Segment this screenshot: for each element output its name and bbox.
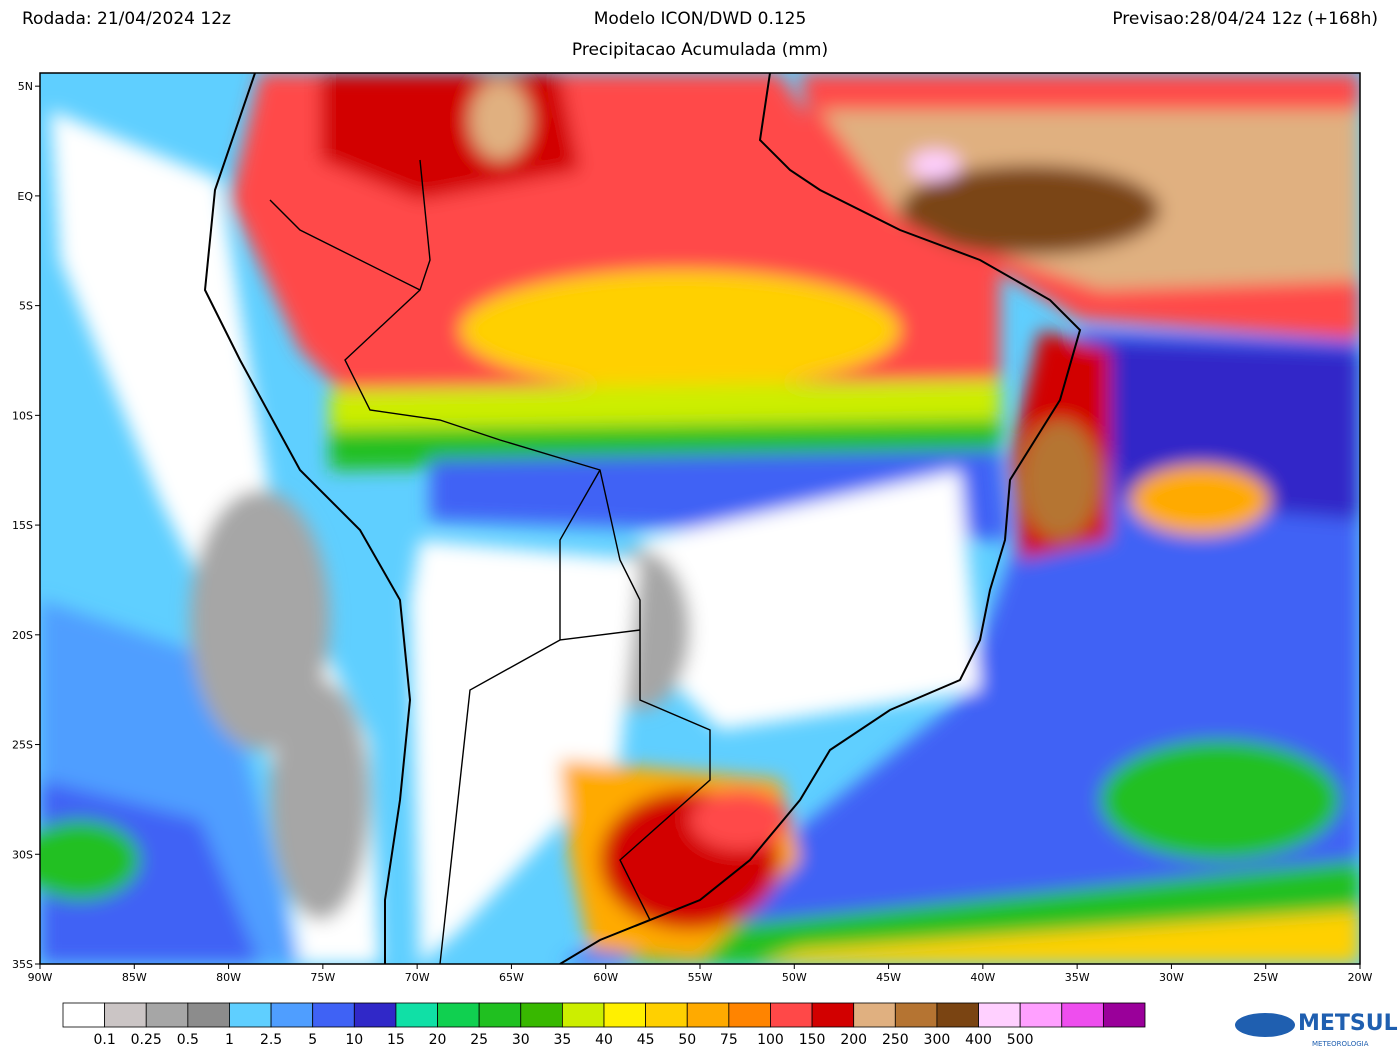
logo-name: METSUL bbox=[1298, 1011, 1398, 1036]
lon-tick-label: 35W bbox=[1065, 971, 1090, 984]
legend-swatch bbox=[187, 1002, 230, 1028]
lon-tick-label: 60W bbox=[593, 971, 618, 984]
logo: METSUL METEOROLOGIA bbox=[1235, 1011, 1398, 1048]
lat-tick-label: EQ bbox=[17, 190, 33, 203]
legend-label: 0.5 bbox=[177, 1032, 199, 1048]
legend-swatch bbox=[1019, 1002, 1063, 1028]
legend-label: 35 bbox=[553, 1032, 571, 1048]
legend-swatch bbox=[1061, 1002, 1104, 1028]
lat-tick-label: 30S bbox=[12, 848, 33, 861]
legend-label: 5 bbox=[308, 1032, 317, 1048]
legend-swatch bbox=[104, 1002, 147, 1028]
subtitle: Precipitacao Acumulada (mm) bbox=[572, 40, 828, 60]
legend-swatch bbox=[437, 1002, 480, 1028]
legend-label: 400 bbox=[965, 1032, 992, 1048]
lon-tick-label: 30W bbox=[1159, 971, 1184, 984]
legend-label: 0.1 bbox=[93, 1032, 115, 1048]
legend-swatch bbox=[145, 1002, 189, 1028]
legend-label: 25 bbox=[470, 1032, 488, 1048]
lat-tick-label: 5S bbox=[19, 300, 33, 313]
legend-swatch bbox=[1102, 1002, 1146, 1028]
lat-tick-label: 20S bbox=[12, 629, 33, 642]
legend-label: 250 bbox=[882, 1032, 909, 1048]
legend-swatch bbox=[770, 1002, 813, 1028]
legend-swatch bbox=[686, 1002, 730, 1028]
legend-label: 300 bbox=[924, 1032, 951, 1048]
legend-label: 20 bbox=[429, 1032, 447, 1048]
legend-label: 30 bbox=[512, 1032, 530, 1048]
legend-label: 1 bbox=[225, 1032, 234, 1048]
lon-tick-label: 75W bbox=[310, 971, 335, 984]
legend-label: 500 bbox=[1007, 1032, 1034, 1048]
legend-swatch bbox=[853, 1002, 896, 1028]
lat-tick-label: 15S bbox=[12, 519, 33, 532]
legend-swatch bbox=[478, 1002, 522, 1028]
legend-swatch bbox=[520, 1002, 563, 1028]
legend-swatch bbox=[811, 1002, 855, 1028]
lat-tick-label: 25S bbox=[12, 739, 33, 752]
lon-tick-label: 80W bbox=[216, 971, 241, 984]
logo-mark bbox=[1235, 1013, 1295, 1037]
run-date: Rodada: 21/04/2024 12z bbox=[22, 9, 231, 29]
lon-tick-label: 65W bbox=[499, 971, 524, 984]
lon-tick-label: 70W bbox=[405, 971, 430, 984]
coastline bbox=[203, 73, 1082, 964]
lon-tick-label: 90W bbox=[28, 971, 53, 984]
lon-tick-label: 40W bbox=[970, 971, 995, 984]
legend-label: 10 bbox=[345, 1032, 363, 1048]
legend-label: 75 bbox=[720, 1032, 738, 1048]
legend-label: 50 bbox=[678, 1032, 696, 1048]
forecast-date: Previsao:28/04/24 12z (+168h) bbox=[1112, 9, 1378, 29]
legend-swatch bbox=[270, 1002, 314, 1028]
lon-tick-label: 45W bbox=[876, 971, 901, 984]
legend-label: 15 bbox=[387, 1032, 405, 1048]
legend-swatch bbox=[728, 1002, 771, 1028]
lon-tick-label: 25W bbox=[1253, 971, 1278, 984]
lat-tick-label: 35S bbox=[12, 958, 33, 971]
lon-tick-label: 20W bbox=[1348, 971, 1373, 984]
legend-swatch bbox=[62, 1002, 106, 1028]
legend-swatch bbox=[229, 1002, 272, 1028]
legend-label: 0.25 bbox=[131, 1032, 162, 1048]
legend-label: 2.5 bbox=[260, 1032, 282, 1048]
legend-label: 200 bbox=[840, 1032, 867, 1048]
legend-label: 100 bbox=[757, 1032, 784, 1048]
colorbar: 0.1 0.25 0.5 1 2.5 5 10 15 20 25 30 35 40 45 50 75 100 15… bbox=[62, 1002, 1146, 1048]
legend-swatch bbox=[561, 1002, 605, 1028]
legend-swatch bbox=[894, 1002, 938, 1028]
legend-swatch bbox=[395, 1002, 438, 1028]
legend-swatch bbox=[312, 1002, 355, 1028]
legend-label: 40 bbox=[595, 1032, 613, 1048]
legend-swatch bbox=[645, 1002, 688, 1028]
legend-swatch bbox=[353, 1002, 397, 1028]
legend-swatch bbox=[978, 1002, 1021, 1028]
lat-tick-label: 5N bbox=[18, 80, 33, 93]
legend-label: 150 bbox=[799, 1032, 826, 1048]
legend-swatch bbox=[936, 1002, 979, 1028]
lat-tick-label: 10S bbox=[12, 409, 33, 422]
model-name: Modelo ICON/DWD 0.125 bbox=[594, 9, 807, 29]
logo-tagline: METEOROLOGIA bbox=[1312, 1040, 1369, 1048]
lon-tick-label: 55W bbox=[688, 971, 713, 984]
legend-swatch bbox=[603, 1002, 647, 1028]
lon-tick-label: 50W bbox=[782, 971, 807, 984]
lon-tick-label: 85W bbox=[122, 971, 147, 984]
precip-field bbox=[40, 73, 1360, 964]
legend-label: 45 bbox=[637, 1032, 655, 1048]
borders bbox=[269, 159, 711, 964]
